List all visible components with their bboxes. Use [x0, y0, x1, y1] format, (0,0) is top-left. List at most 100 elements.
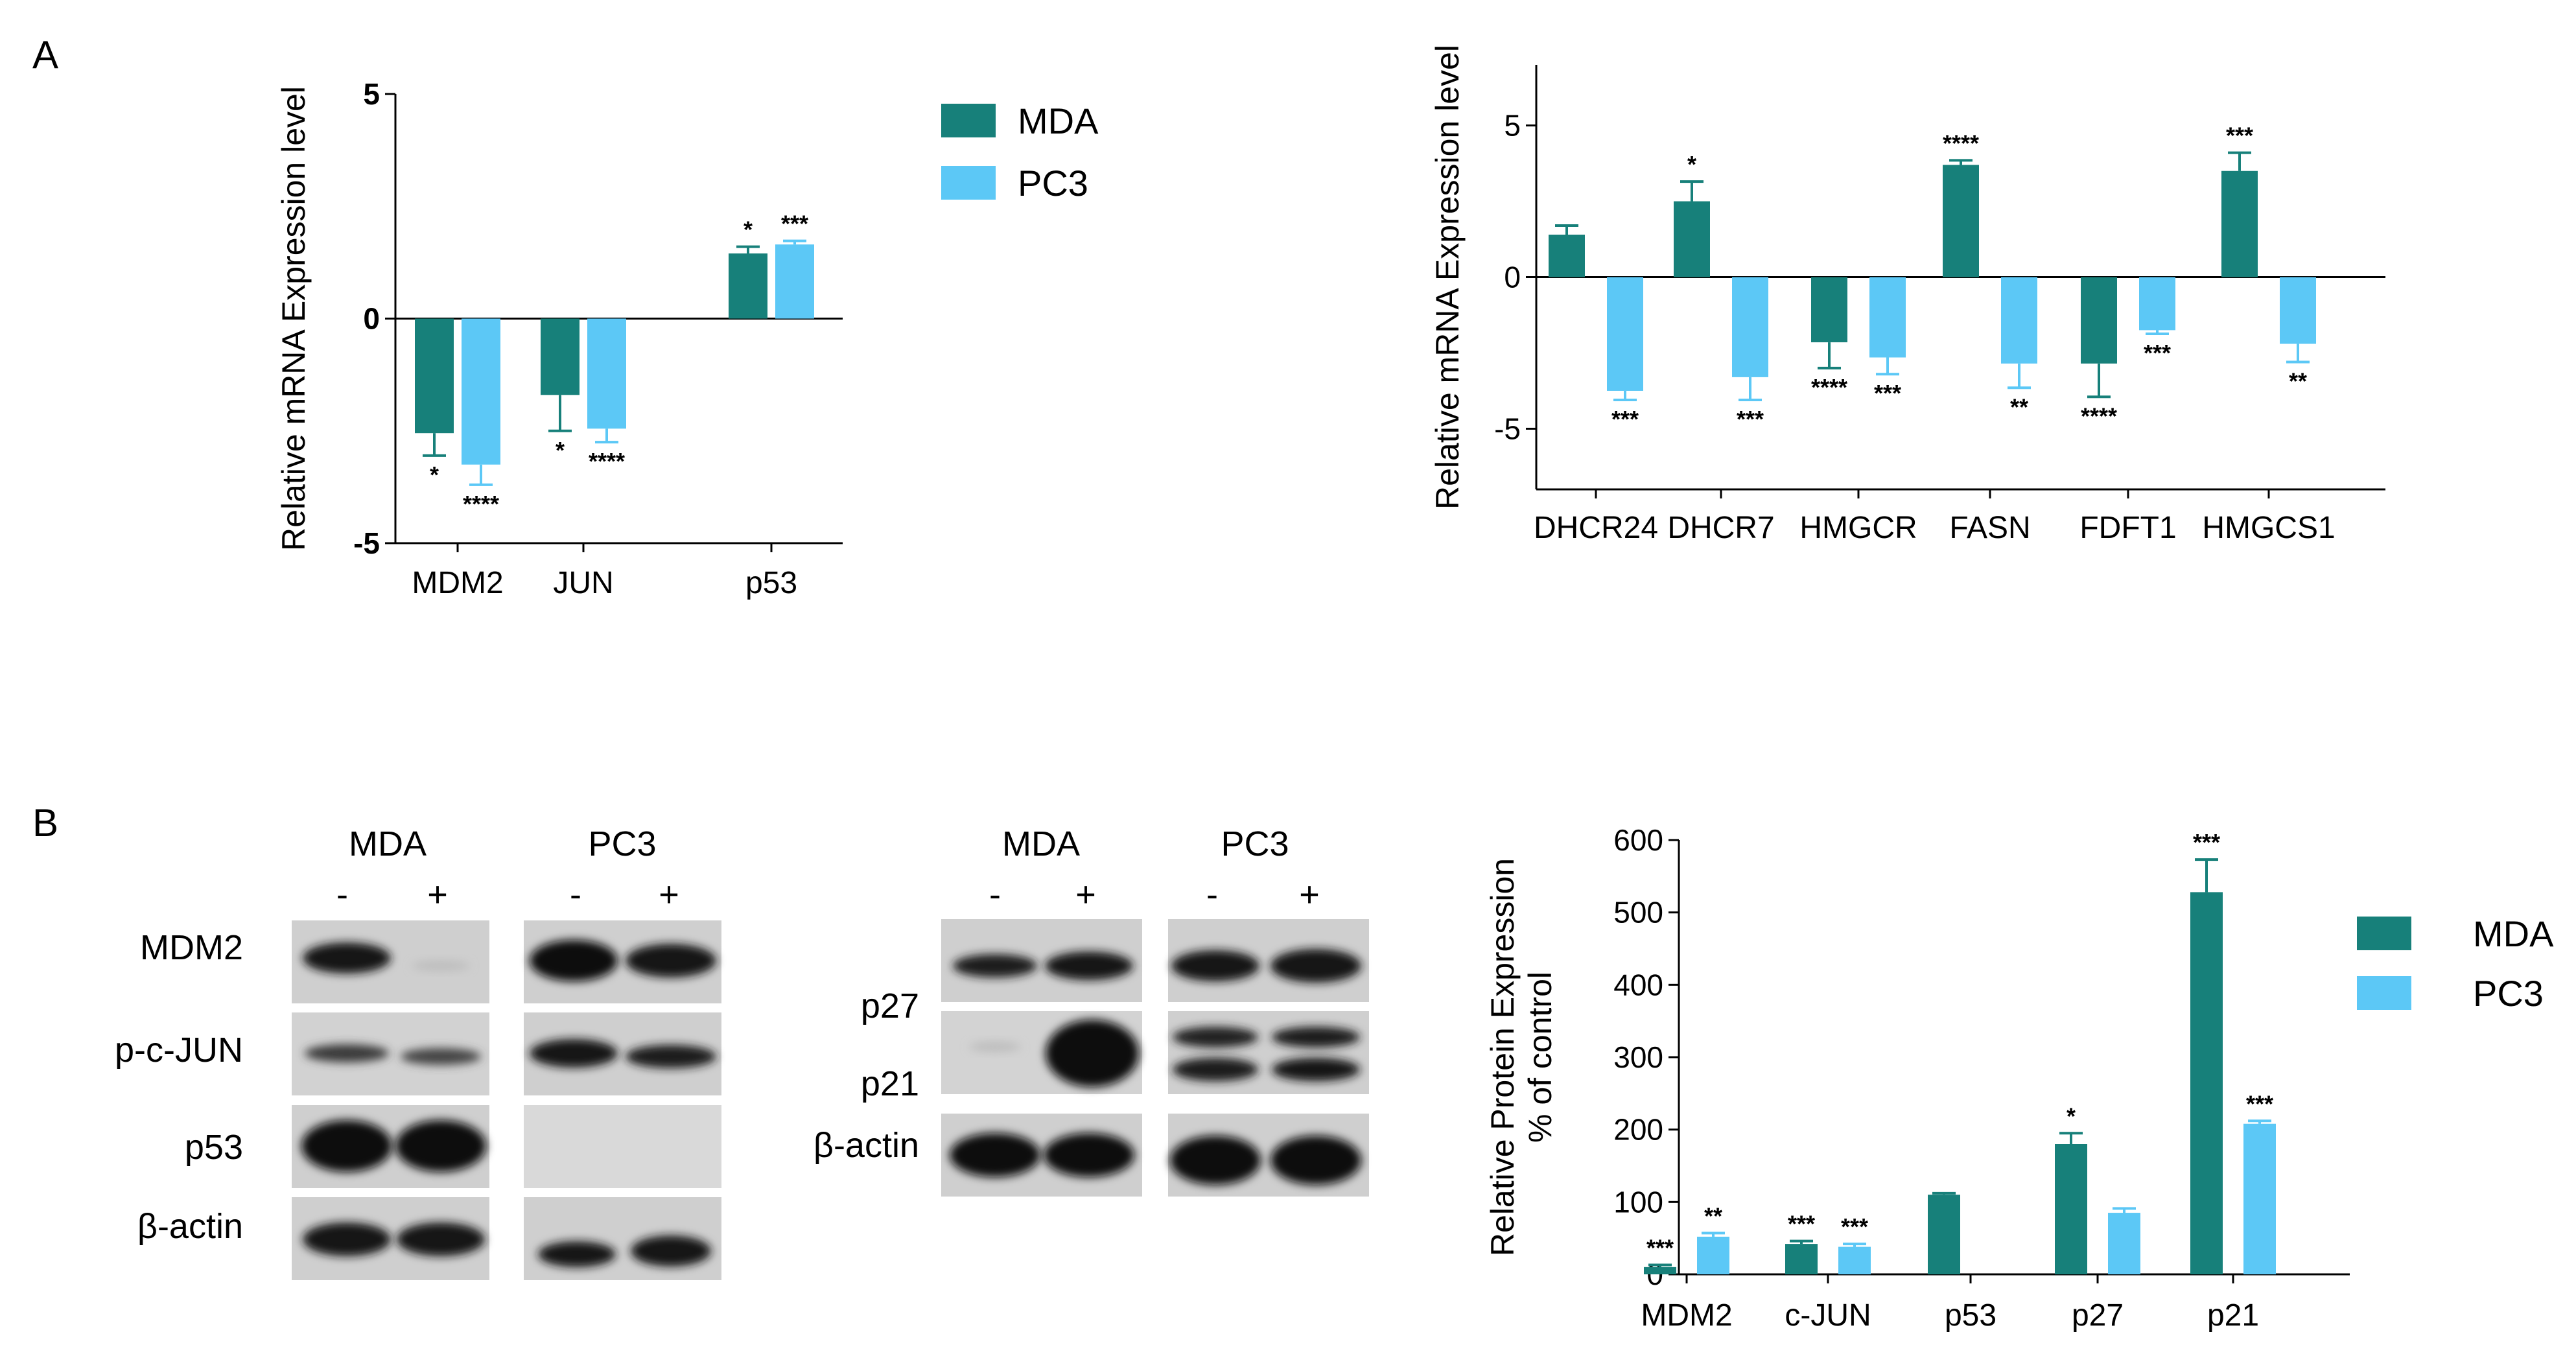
blot-strip	[1168, 1011, 1369, 1094]
legend-label-pc3: PC3	[1018, 163, 1088, 204]
significance-label: ***	[1611, 406, 1639, 432]
bar-mda-dhcr7	[1674, 201, 1710, 277]
category-label: c-JUN	[1785, 1298, 1871, 1333]
category-label: HMGCS1	[2202, 511, 2335, 545]
blot-lane-sign: -	[336, 875, 348, 914]
blot-band	[1272, 1058, 1360, 1081]
blot-lane-sign: -	[1206, 875, 1218, 914]
category-label: p27	[2072, 1298, 2124, 1333]
significance-label: ****	[589, 448, 625, 474]
bar-pc3-mdm2	[1697, 1236, 1729, 1274]
bar-mda-hmgcr	[1811, 277, 1847, 343]
blot-band	[1270, 1136, 1361, 1185]
blot-band	[530, 1039, 618, 1068]
bar-mda-fasn	[1943, 165, 1979, 277]
significance-label: ***	[2246, 1090, 2273, 1117]
bar-mda-mdm2	[1644, 1267, 1676, 1274]
bar-pc3-dhcr24	[1607, 277, 1643, 391]
blot-band	[401, 1048, 481, 1065]
blot-group-label: PC3	[1221, 824, 1289, 863]
significance-label: ***	[2144, 340, 2171, 366]
y-tick-label: -5	[353, 526, 380, 560]
legend-label-mda: MDA	[1018, 100, 1099, 141]
y-tick-label: 300	[1613, 1040, 1663, 1074]
y-tick-label: 500	[1613, 896, 1663, 929]
category-label: p53	[1945, 1298, 1996, 1333]
blot-lane-sign: -	[989, 875, 1001, 914]
blot-lane-sign: +	[1075, 875, 1096, 914]
bar-mda-dhcr24	[1549, 235, 1585, 277]
bar-pc3-jun	[587, 318, 626, 429]
blot-band	[969, 1042, 1021, 1052]
blot-band	[1046, 1020, 1139, 1087]
y-tick-label: 5	[363, 77, 380, 111]
blot-band	[530, 940, 618, 981]
bar-pc3-fdft1	[2139, 277, 2175, 331]
significance-label: ***	[1646, 1234, 1674, 1261]
category-label: DHCR7	[1667, 511, 1774, 545]
bar-mda-jun	[541, 318, 580, 395]
y-tick-label: 600	[1613, 823, 1663, 857]
blot-group-label: MDA	[1002, 824, 1080, 863]
blot-band	[1170, 1136, 1261, 1185]
blot-group-label: MDA	[349, 824, 427, 863]
y-axis-label: Relative Protein Expression	[1484, 858, 1521, 1256]
bar-pc3-hmgcr	[1869, 277, 1906, 358]
blot-band	[303, 942, 391, 974]
significance-label: ***	[2226, 123, 2253, 149]
blot-group-label: PC3	[588, 824, 656, 863]
blot-row-label: MDM2	[140, 928, 243, 967]
bar-mda-p53	[729, 253, 767, 319]
bar-mda-hmgcs1	[2221, 170, 2258, 277]
western-blot-left: MDA PC3 - + - + MDM2 p-c-JUN p53 β-actin	[115, 824, 721, 1280]
blot-lane-sign: +	[659, 875, 679, 914]
significance-label: ***	[1874, 380, 1901, 406]
blot-strip	[524, 1105, 721, 1188]
category-label: p53	[745, 566, 797, 600]
significance-label: *	[430, 462, 439, 488]
category-label: MDM2	[412, 566, 503, 600]
significance-label: **	[1704, 1202, 1722, 1229]
blot-band	[953, 954, 1037, 977]
blot-band	[305, 1044, 389, 1062]
blot-band	[1045, 952, 1133, 980]
chart-mrna-right: -505******************* *************DHCR…	[1429, 45, 2385, 545]
significance-label: ****	[1811, 374, 1847, 401]
blot-row-label: p21	[861, 1064, 919, 1103]
y-tick-label: 400	[1613, 968, 1663, 1001]
category-label: HMGCR	[1799, 511, 1917, 545]
significance-label: ***	[781, 211, 808, 237]
western-blot-right: MDA PC3 - + - + p27 p21 β-actin	[814, 824, 1369, 1197]
bar-mda-fdft1	[2081, 277, 2117, 364]
y-axis-label: Relative mRNA Expression level	[275, 86, 312, 551]
y-tick-label: 100	[1613, 1185, 1663, 1219]
panel-label-a: A	[32, 33, 58, 76]
bar-mda-p27	[2055, 1144, 2087, 1274]
category-label: FASN	[1949, 511, 2030, 545]
blot-band	[1173, 1058, 1258, 1081]
panel-label-b: B	[32, 801, 58, 845]
significance-label: *	[556, 437, 565, 463]
blot-row-label: p-c-JUN	[115, 1031, 243, 1070]
blot-band	[1272, 1027, 1360, 1047]
category-label: p21	[2207, 1298, 2259, 1333]
blot-band	[631, 1235, 711, 1267]
bar-pc3-hmgcs1	[2280, 277, 2316, 344]
blot-band	[301, 1120, 392, 1172]
category-label: MDM2	[1641, 1298, 1732, 1333]
bar-mda-p53	[1928, 1195, 1960, 1274]
significance-label: *	[744, 216, 753, 243]
y-axis-label: % of control	[1522, 972, 1558, 1143]
blot-band	[538, 1241, 616, 1267]
y-tick-label: 5	[1504, 109, 1521, 143]
legend-swatch-pc3	[941, 166, 996, 200]
blot-lane-sign: +	[1299, 875, 1320, 914]
legend-top: MDA PC3	[941, 100, 1099, 204]
significance-label: **	[2010, 393, 2028, 420]
legend-label-pc3: PC3	[2473, 973, 2544, 1014]
blot-band	[397, 1222, 485, 1256]
significance-label: *	[2067, 1103, 2076, 1129]
bar-pc3-fasn	[2001, 277, 2037, 364]
